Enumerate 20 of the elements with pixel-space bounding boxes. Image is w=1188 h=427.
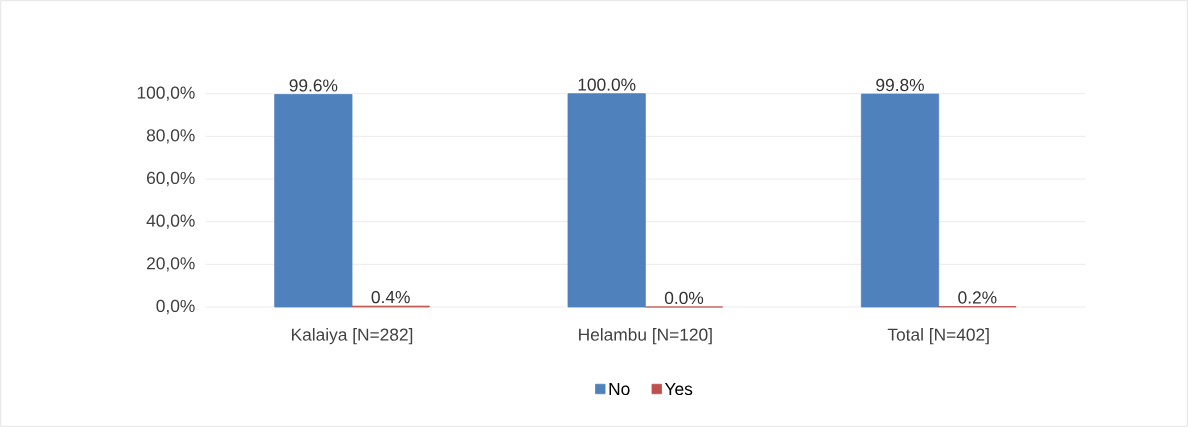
- y-tick-label: 60,0%: [147, 171, 195, 187]
- data-label: 99.8%: [876, 78, 924, 92]
- data-label: 100.0%: [578, 78, 636, 91]
- y-tick-label: 80,0%: [146, 129, 195, 144]
- x-tick-label: Kalaiya [N=282]: [292, 328, 413, 345]
- data-label: 0.0%: [664, 291, 704, 305]
- bar: [567, 93, 646, 308]
- data-label: 99.6%: [289, 79, 338, 92]
- y-tick-label: 20,0%: [147, 257, 195, 272]
- x-tick-label: Total [N=402]: [887, 328, 989, 345]
- legend-label: Yes: [664, 382, 693, 396]
- y-tick-label: 100,0%: [137, 86, 195, 101]
- data-label: 0.2%: [958, 291, 997, 304]
- data-label: 0.4%: [371, 290, 410, 304]
- legend-label: No: [609, 382, 630, 396]
- y-tick-label: 40,0%: [146, 214, 195, 229]
- bar: [860, 93, 940, 308]
- bar: [274, 94, 353, 308]
- x-tick-label: Helambu [N=120]: [579, 328, 712, 345]
- y-tick-label: 0,0%: [156, 299, 195, 315]
